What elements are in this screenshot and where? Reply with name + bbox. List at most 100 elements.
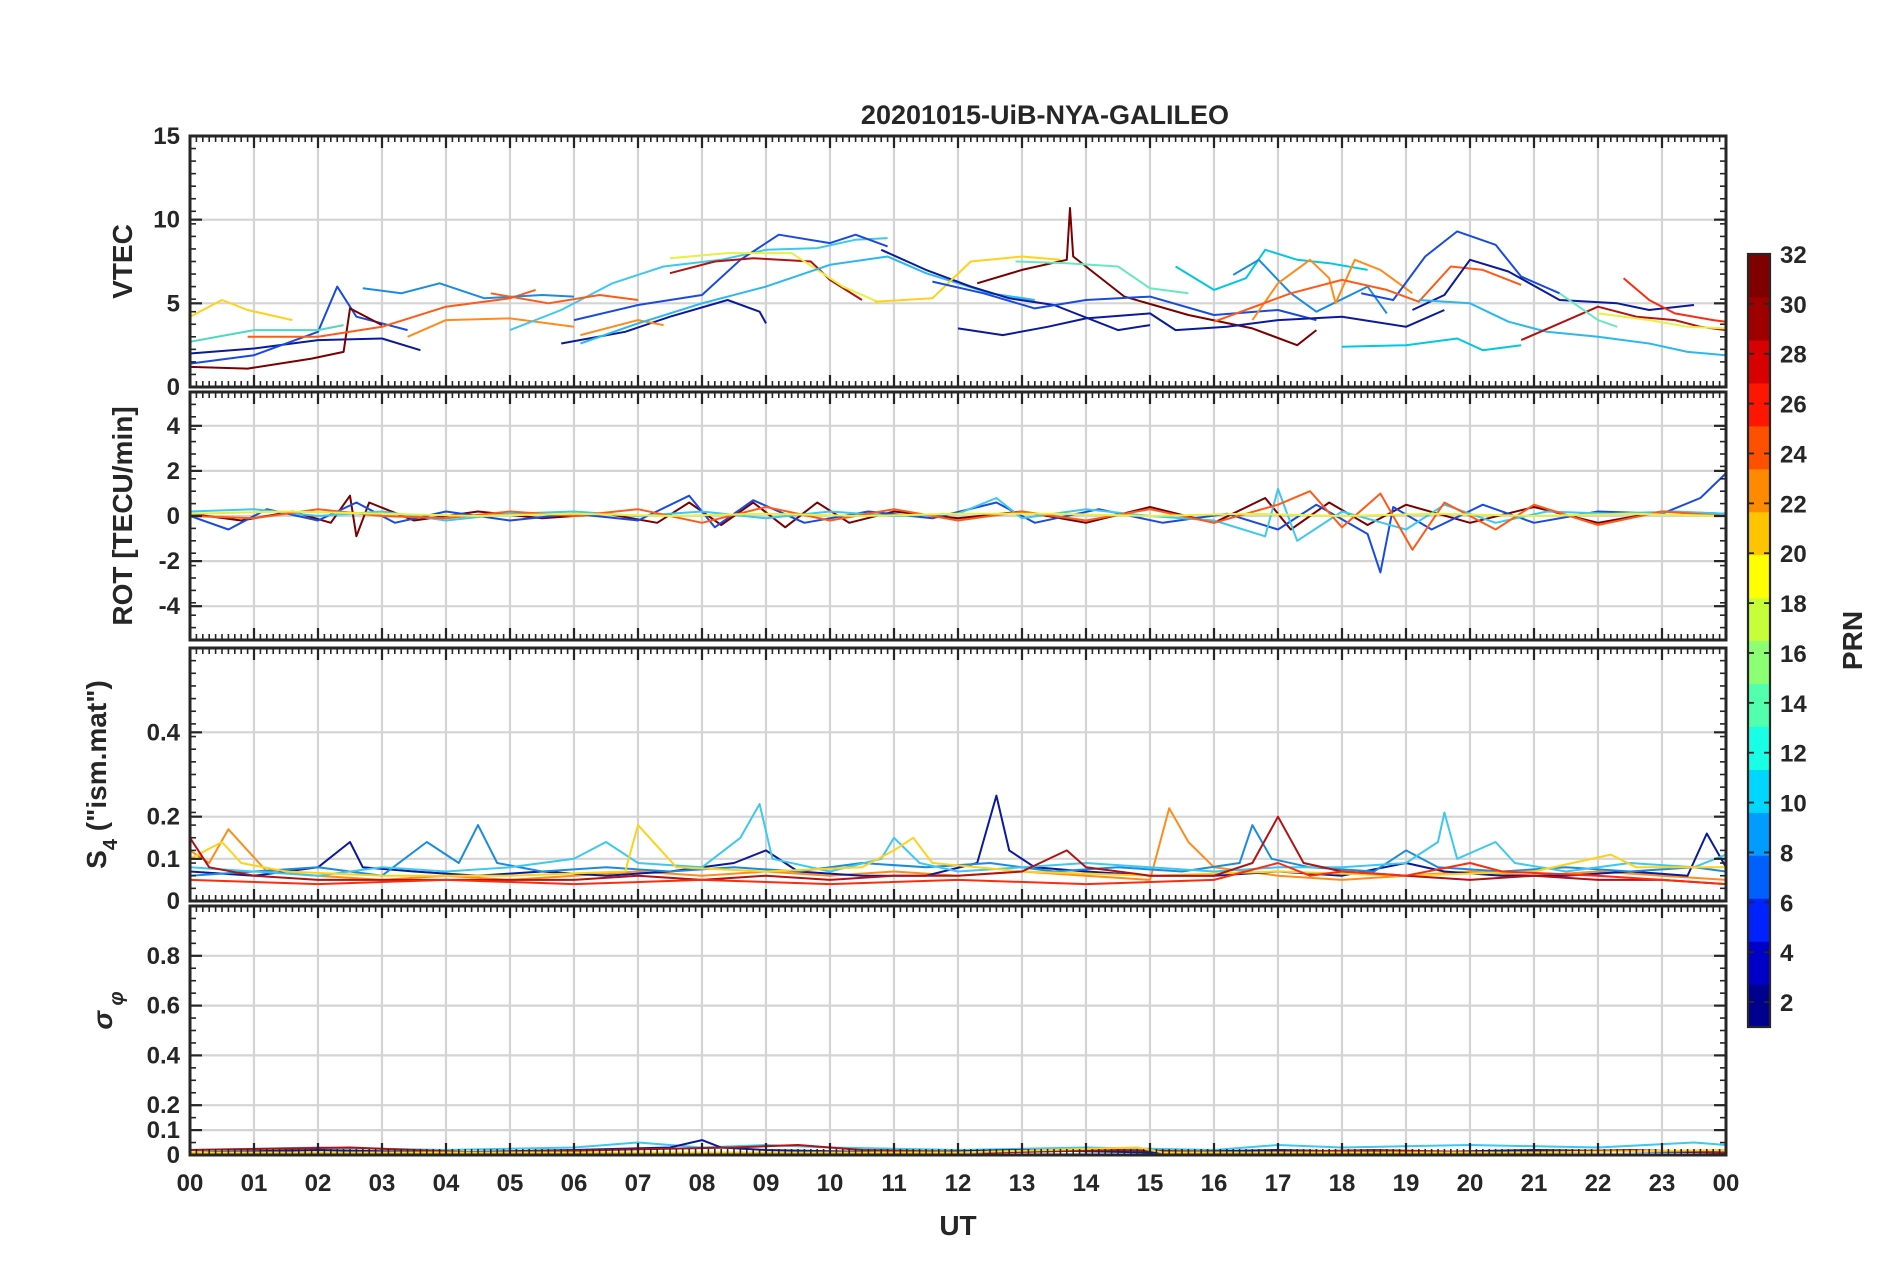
x-tick-label: 15: [1137, 1170, 1164, 1197]
colorbar-band: [1748, 597, 1770, 642]
colorbar-tick-label: 2: [1780, 990, 1793, 1017]
series-line-27: [1213, 265, 1522, 323]
colorbar-tick-label: 26: [1780, 392, 1807, 419]
series-line-33: [1597, 312, 1726, 330]
x-tick-label: 21: [1521, 1170, 1548, 1197]
colorbar-tick-label: 22: [1780, 491, 1807, 518]
series-line-28: [1341, 337, 1522, 352]
colorbar-tick-label: 8: [1780, 840, 1793, 867]
colorbar-label: PRN: [1837, 611, 1868, 670]
x-tick-label: 14: [1073, 1170, 1100, 1197]
series-line-5: [190, 824, 1726, 877]
series-line-23: [1175, 248, 1368, 291]
series-line-29: [1411, 258, 1695, 311]
colorbar-band: [1748, 984, 1770, 1028]
x-tick-label: 16: [1201, 1170, 1228, 1197]
y-tick-label: 0: [167, 503, 180, 530]
y-tick-label: 0.2: [147, 1092, 180, 1119]
x-tick-label: 03: [369, 1170, 396, 1197]
x-tick-label: 07: [625, 1170, 652, 1197]
series-line-32: [1622, 277, 1726, 323]
y-tick-label: 0.8: [147, 943, 180, 970]
series-line-4: [190, 803, 1726, 877]
colorbar-band: [1748, 425, 1770, 470]
y-tick-label: 15: [153, 123, 180, 150]
series-line-17: [880, 248, 1151, 332]
colorbar-band: [1748, 812, 1770, 856]
y-axis-label: ROT [TECU/min]: [107, 406, 138, 625]
x-tick-label: 00: [1713, 1170, 1740, 1197]
series-line-14: [669, 257, 863, 301]
series-line-11: [573, 233, 888, 322]
series-line-4: [190, 324, 344, 343]
x-tick-label: 10: [817, 1170, 844, 1197]
y-axis-label: S4 ("ism.mat"): [81, 680, 122, 869]
x-tick-label: 08: [689, 1170, 716, 1197]
x-tick-label: 00: [177, 1170, 204, 1197]
series-line-2: [190, 794, 1726, 877]
y-axis-label: σ φ: [87, 991, 128, 1029]
x-axis-label: UT: [939, 1210, 976, 1241]
figure-title: 20201015-UiB-NYA-GALILEO: [861, 100, 1229, 130]
y-tick-label: 0: [167, 374, 180, 401]
x-tick-label: 06: [561, 1170, 588, 1197]
series-line-22: [957, 309, 1445, 337]
colorbar-band: [1748, 511, 1770, 556]
colorbar-band: [1748, 941, 1770, 985]
series-line-21: [1015, 260, 1189, 295]
series-line-5: [190, 299, 293, 322]
panel-rot: -4 -2 0 2 4 ROT [TECU/min]: [107, 390, 1728, 642]
series-line-18: [874, 255, 1061, 303]
panel-s4: 0 0.1 0.2 0.4 S4 ("ism.mat"): [81, 646, 1728, 915]
y-tick-label: -2: [159, 548, 180, 575]
y-tick-label: 10: [153, 207, 180, 234]
x-tick-label: 13: [1009, 1170, 1036, 1197]
series-line-30: [1418, 299, 1726, 357]
x-tick-label: 19: [1393, 1170, 1420, 1197]
series-group: [190, 794, 1726, 886]
series-line-8: [407, 317, 575, 338]
x-tick-label: 04: [433, 1170, 460, 1197]
series-line-15: [669, 252, 882, 305]
colorbar-tick-label: 32: [1780, 242, 1807, 269]
series-line-7: [190, 862, 1726, 886]
colorbar-tick-label: 30: [1780, 292, 1807, 319]
colorbar-tick-label: 10: [1780, 791, 1807, 818]
series-line-26: [1360, 230, 1560, 301]
colorbar-band: [1748, 382, 1770, 427]
x-tick-label: 02: [305, 1170, 332, 1197]
colorbar-band: [1748, 296, 1770, 341]
panel-vtec: 0 5 10 15 VTEC: [107, 123, 1728, 401]
y-tick-label: 0.6: [147, 993, 180, 1020]
colorbar-band: [1748, 640, 1770, 685]
y-tick-label: 5: [167, 290, 180, 317]
series-line-13: [580, 319, 664, 337]
colorbar-frame: [1746, 252, 1772, 1029]
colorbar-tick-label: 16: [1780, 641, 1807, 668]
y-axis-label: VTEC: [107, 224, 138, 299]
series-line-12: [490, 292, 639, 305]
series-line-24: [1232, 258, 1388, 314]
y-tick-label: 0.2: [147, 804, 180, 831]
series-line-4: [190, 490, 1726, 551]
colorbar-band: [1748, 769, 1770, 813]
y-tick-label: 0.1: [147, 846, 180, 873]
colorbar-bands: [1748, 254, 1770, 1028]
y-tick-label: 0: [167, 888, 180, 915]
x-tick-label: 17: [1265, 1170, 1292, 1197]
y-tick-label: 0.1: [147, 1117, 180, 1144]
colorbar-tick-label: 6: [1780, 890, 1793, 917]
x-tick-label: 11: [881, 1170, 906, 1197]
x-tick-label: 01: [241, 1170, 268, 1197]
colorbar-tick-label: 14: [1780, 691, 1807, 718]
colorbar-tick-label: 4: [1780, 940, 1794, 967]
series-line-10: [509, 237, 888, 332]
series-line-3: [190, 824, 1726, 877]
x-tick-label: 05: [497, 1170, 524, 1197]
series-line-3: [190, 307, 383, 370]
x-tick-label: 18: [1329, 1170, 1356, 1197]
colorbar-band: [1748, 339, 1770, 384]
y-tick-label: 4: [167, 413, 181, 440]
